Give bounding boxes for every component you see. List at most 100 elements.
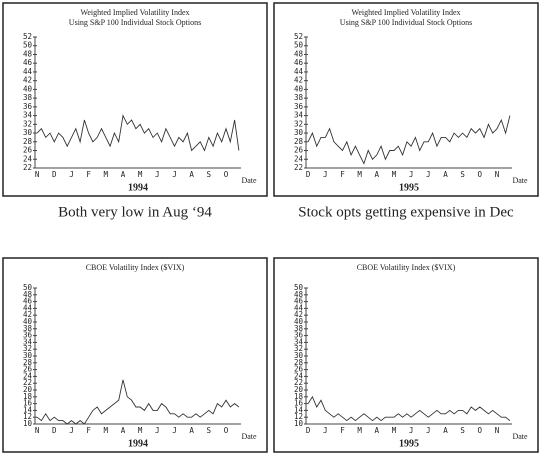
y-tick-label: 24: [23, 154, 33, 163]
x-tick-label: M: [357, 426, 362, 435]
panel-frame: [2, 2, 268, 197]
y-tick-label: 42: [23, 310, 32, 319]
x-tick-label: J: [426, 170, 431, 179]
y-tick-label: 12: [23, 412, 32, 421]
x-tick-label: J: [69, 426, 74, 435]
x-tick-label: J: [172, 426, 177, 435]
y-tick-label: 38: [294, 324, 304, 333]
x-tick-label: A: [189, 426, 194, 435]
x-tick-label: J: [155, 170, 160, 179]
y-tick-label: 52: [294, 32, 303, 41]
caption: Both very low in Aug ‘94: [58, 204, 212, 220]
x-tick-label: A: [443, 426, 448, 435]
chart-subtitle: Using S&P 100 Individual Stock Options: [340, 18, 472, 27]
y-tick-label: 36: [294, 102, 304, 111]
y-tick-label: 40: [23, 317, 33, 326]
y-tick-label: 48: [294, 290, 304, 299]
x-tick-label: J: [69, 170, 74, 179]
x-tick-label: A: [443, 170, 448, 179]
y-tick-label: 10: [294, 419, 304, 428]
y-tick-label: 22: [294, 378, 303, 387]
y-tick-label: 42: [294, 76, 303, 85]
y-tick-label: 48: [23, 290, 33, 299]
series-line: [36, 379, 240, 425]
x-tick-label: J: [323, 426, 328, 435]
y-tick-label: 24: [23, 371, 33, 380]
y-tick-label: 36: [23, 102, 33, 111]
x-tick-label: F: [86, 170, 91, 179]
y-tick-label: 40: [23, 84, 33, 93]
x-tick-label: J: [172, 170, 177, 179]
panel-frame: [273, 257, 539, 453]
y-tick-label: 26: [23, 146, 33, 155]
x-tick-label: A: [375, 426, 380, 435]
x-tick-label: O: [224, 426, 229, 435]
series-line: [307, 115, 511, 165]
y-tick-label: 44: [294, 303, 304, 312]
panel-frame: [273, 2, 539, 197]
x-tick-label: D: [52, 426, 57, 435]
y-tick-label: 32: [23, 344, 32, 353]
x-tick-label: O: [478, 170, 483, 179]
caption: Stock opts getting expensive in Dec: [298, 204, 514, 220]
x-tick-label: J: [323, 170, 328, 179]
x-tick-label: N: [495, 170, 500, 179]
x-tick-label: N: [495, 426, 500, 435]
y-tick-label: 48: [23, 49, 33, 58]
y-tick-label: 50: [23, 41, 33, 50]
x-tick-label: J: [426, 426, 431, 435]
y-tick-label: 44: [23, 67, 33, 76]
x-axis-label: 1994: [128, 182, 148, 193]
x-tick-label: F: [86, 426, 91, 435]
y-tick-label: 50: [294, 41, 304, 50]
x-tick-label: J: [155, 426, 160, 435]
y-tick-label: 14: [23, 405, 33, 414]
x-tick-label: N: [35, 426, 40, 435]
x-tick-label: N: [35, 170, 40, 179]
x-axis-note: Date: [241, 432, 257, 441]
x-tick-label: A: [121, 426, 126, 435]
y-tick-label: 16: [23, 399, 33, 408]
x-tick-label: S: [460, 170, 465, 179]
y-tick-label: 30: [294, 128, 304, 137]
x-tick-label: O: [224, 170, 229, 179]
y-tick-label: 24: [294, 371, 304, 380]
y-tick-label: 46: [23, 58, 33, 67]
x-tick-label: S: [460, 426, 465, 435]
y-tick-label: 18: [294, 392, 304, 401]
y-tick-label: 12: [294, 412, 303, 421]
x-axis-note: Date: [241, 176, 257, 185]
y-tick-label: 46: [23, 297, 33, 306]
y-tick-label: 38: [23, 324, 33, 333]
x-tick-label: M: [138, 170, 143, 179]
y-tick-label: 34: [294, 337, 304, 346]
y-tick-label: 48: [294, 49, 304, 58]
y-tick-label: 36: [23, 331, 33, 340]
y-tick-label: 32: [23, 119, 32, 128]
y-tick-label: 32: [294, 119, 303, 128]
y-tick-label: 32: [294, 344, 303, 353]
y-tick-label: 16: [294, 399, 304, 408]
x-tick-label: O: [478, 426, 483, 435]
x-tick-label: M: [392, 170, 397, 179]
y-tick-label: 36: [294, 331, 304, 340]
x-axis-label: 1995: [399, 438, 419, 449]
y-tick-label: 34: [23, 111, 33, 120]
y-tick-label: 24: [294, 154, 304, 163]
x-tick-label: M: [357, 170, 362, 179]
x-tick-label: M: [104, 170, 109, 179]
y-tick-label: 30: [23, 128, 33, 137]
y-tick-label: 44: [294, 67, 304, 76]
chart-title: CBOE Volatility Index ($VIX): [357, 263, 456, 272]
y-tick-label: 28: [23, 358, 33, 367]
series-line: [307, 395, 511, 422]
y-tick-label: 38: [294, 93, 304, 102]
y-tick-label: 22: [23, 163, 32, 172]
x-tick-label: D: [52, 170, 57, 179]
x-tick-label: M: [104, 426, 109, 435]
y-tick-label: 34: [23, 337, 33, 346]
panel-frame: [2, 257, 268, 453]
x-tick-label: D: [306, 170, 311, 179]
y-tick-label: 20: [23, 385, 33, 394]
x-axis-label: 1995: [399, 182, 419, 193]
